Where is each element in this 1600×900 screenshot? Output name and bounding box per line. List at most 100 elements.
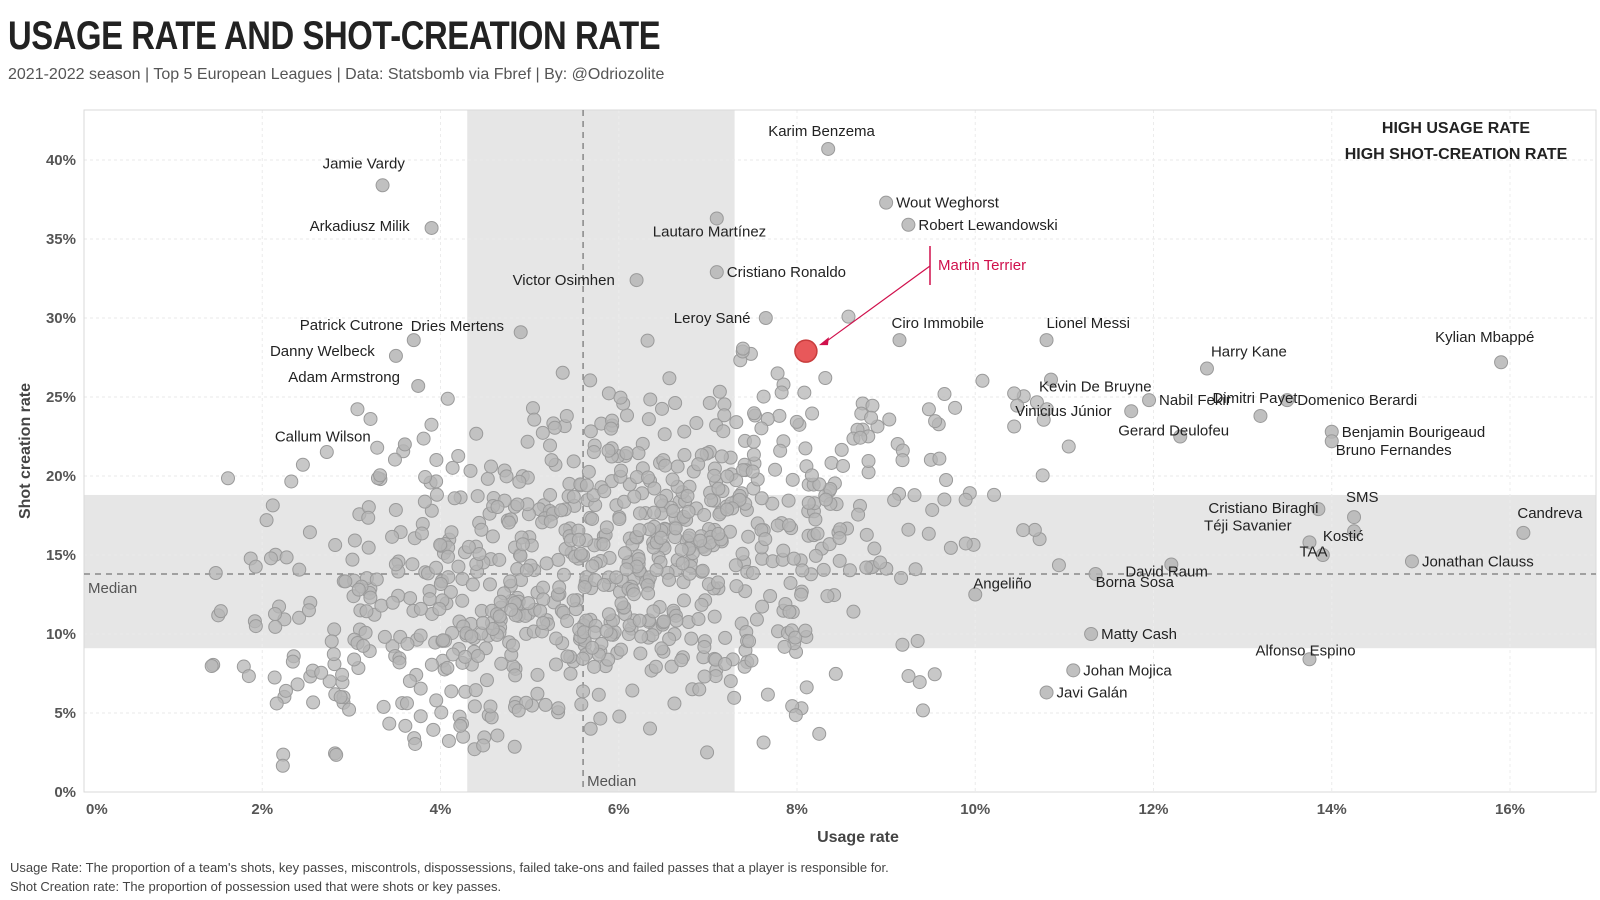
labeled-player-dot (1088, 566, 1103, 581)
player-dot (552, 580, 567, 595)
player-dot (370, 440, 385, 455)
player-dot (533, 603, 548, 618)
player-dot (388, 502, 403, 517)
player-dot (727, 690, 742, 705)
player-dot (436, 633, 451, 648)
player-dot (882, 412, 897, 427)
player-dot (749, 612, 764, 627)
player-dot (543, 488, 558, 503)
labeled-player-dot (1124, 404, 1139, 419)
player-dot (861, 454, 876, 469)
player-label: Jamie Vardy (323, 155, 406, 172)
player-dot (292, 562, 307, 577)
player-dot (347, 533, 362, 548)
player-label: Dries Mertens (411, 318, 504, 335)
labeled-player-dot (1044, 372, 1059, 387)
player-label: Danny Welbeck (270, 343, 375, 360)
player-dot (400, 636, 415, 651)
player-dot (788, 630, 803, 645)
player-dot (1029, 395, 1044, 410)
player-dot (333, 690, 348, 705)
plot-border (83, 109, 1597, 793)
quadrant-label-line: HIGH SHOT-CREATION RATE (1345, 146, 1568, 163)
player-dot (865, 398, 880, 413)
player-dot (928, 414, 943, 429)
player-dot (593, 711, 608, 726)
player-dot (1010, 398, 1025, 413)
player-label: Robert Lewandowski (918, 217, 1057, 234)
player-dot (543, 438, 558, 453)
player-dot (601, 386, 616, 401)
player-labels: Karim Benzema Jamie Vardy Wout Weghorst Rob… (270, 123, 1583, 702)
player-dot (859, 560, 874, 575)
player-label: TAA (1299, 543, 1327, 560)
player-dot (403, 591, 418, 606)
player-dot (363, 590, 378, 605)
player-dot (548, 657, 563, 672)
player-dot (841, 309, 856, 324)
player-dot (745, 464, 760, 479)
player-dot (566, 489, 581, 504)
player-dot (693, 533, 708, 548)
player-dot (912, 675, 927, 690)
player-dot (417, 494, 432, 509)
player-dot (440, 549, 455, 564)
y-median-label: Median (88, 580, 137, 597)
player-label: Lionel Messi (1047, 315, 1130, 332)
player-dot (519, 563, 534, 578)
player-dot (794, 587, 809, 602)
player-dot (566, 593, 581, 608)
player-label: Candreva (1517, 505, 1583, 522)
player-dot (789, 414, 804, 429)
player-label: Borna Sosa (1096, 574, 1175, 591)
player-dot (468, 683, 483, 698)
player-label: Arkadiusz Milik (310, 218, 411, 235)
player-dot (939, 473, 954, 488)
player-dot (700, 745, 715, 760)
player-dot (385, 529, 400, 544)
player-dot (269, 696, 284, 711)
player-dot (744, 653, 759, 668)
player-dot (424, 417, 439, 432)
axes: 0% 5% 10% 15% 20% 25% 30% 35% 40% 0% 2% 4% 6% 8% 10% 12… (17, 152, 1525, 846)
player-dot (820, 589, 835, 604)
player-dot (674, 653, 689, 668)
player-dot (851, 507, 866, 522)
highlight-label: Martin Terrier (938, 257, 1026, 274)
player-dot (268, 619, 283, 634)
player-dot (413, 709, 428, 724)
player-dot (781, 518, 796, 533)
player-dot (741, 529, 756, 544)
player-dot (643, 392, 658, 407)
player-dot (1035, 468, 1050, 483)
highlight-dot (794, 339, 818, 363)
player-dot (958, 536, 973, 551)
player-dot (319, 445, 334, 460)
player-dot (551, 701, 566, 716)
player-dot (747, 406, 762, 421)
player-dot (536, 580, 551, 595)
player-dot (342, 702, 357, 717)
player-dot (382, 716, 397, 731)
player-label: Adam Armstrong (288, 369, 400, 386)
player-dot (501, 515, 516, 530)
labeled-player-dot (1404, 554, 1419, 569)
labeled-player-dot (1302, 535, 1317, 550)
player-dot (609, 570, 624, 585)
player-dot (429, 487, 444, 502)
player-label: Cristiano Ronaldo (727, 264, 846, 281)
y-tick-label: 40% (46, 152, 76, 169)
y-tick-label: 25% (46, 389, 76, 406)
player-dot (1036, 412, 1051, 427)
player-dot (583, 424, 598, 439)
player-dot (577, 580, 592, 595)
player-dot (617, 546, 632, 561)
player-dot (551, 552, 566, 567)
player-dot (667, 696, 682, 711)
player-dot (774, 385, 789, 400)
player-dot (470, 489, 485, 504)
player-dot (447, 491, 462, 506)
player-dot (756, 389, 771, 404)
player-dot (1051, 558, 1066, 573)
player-dot (808, 512, 823, 527)
